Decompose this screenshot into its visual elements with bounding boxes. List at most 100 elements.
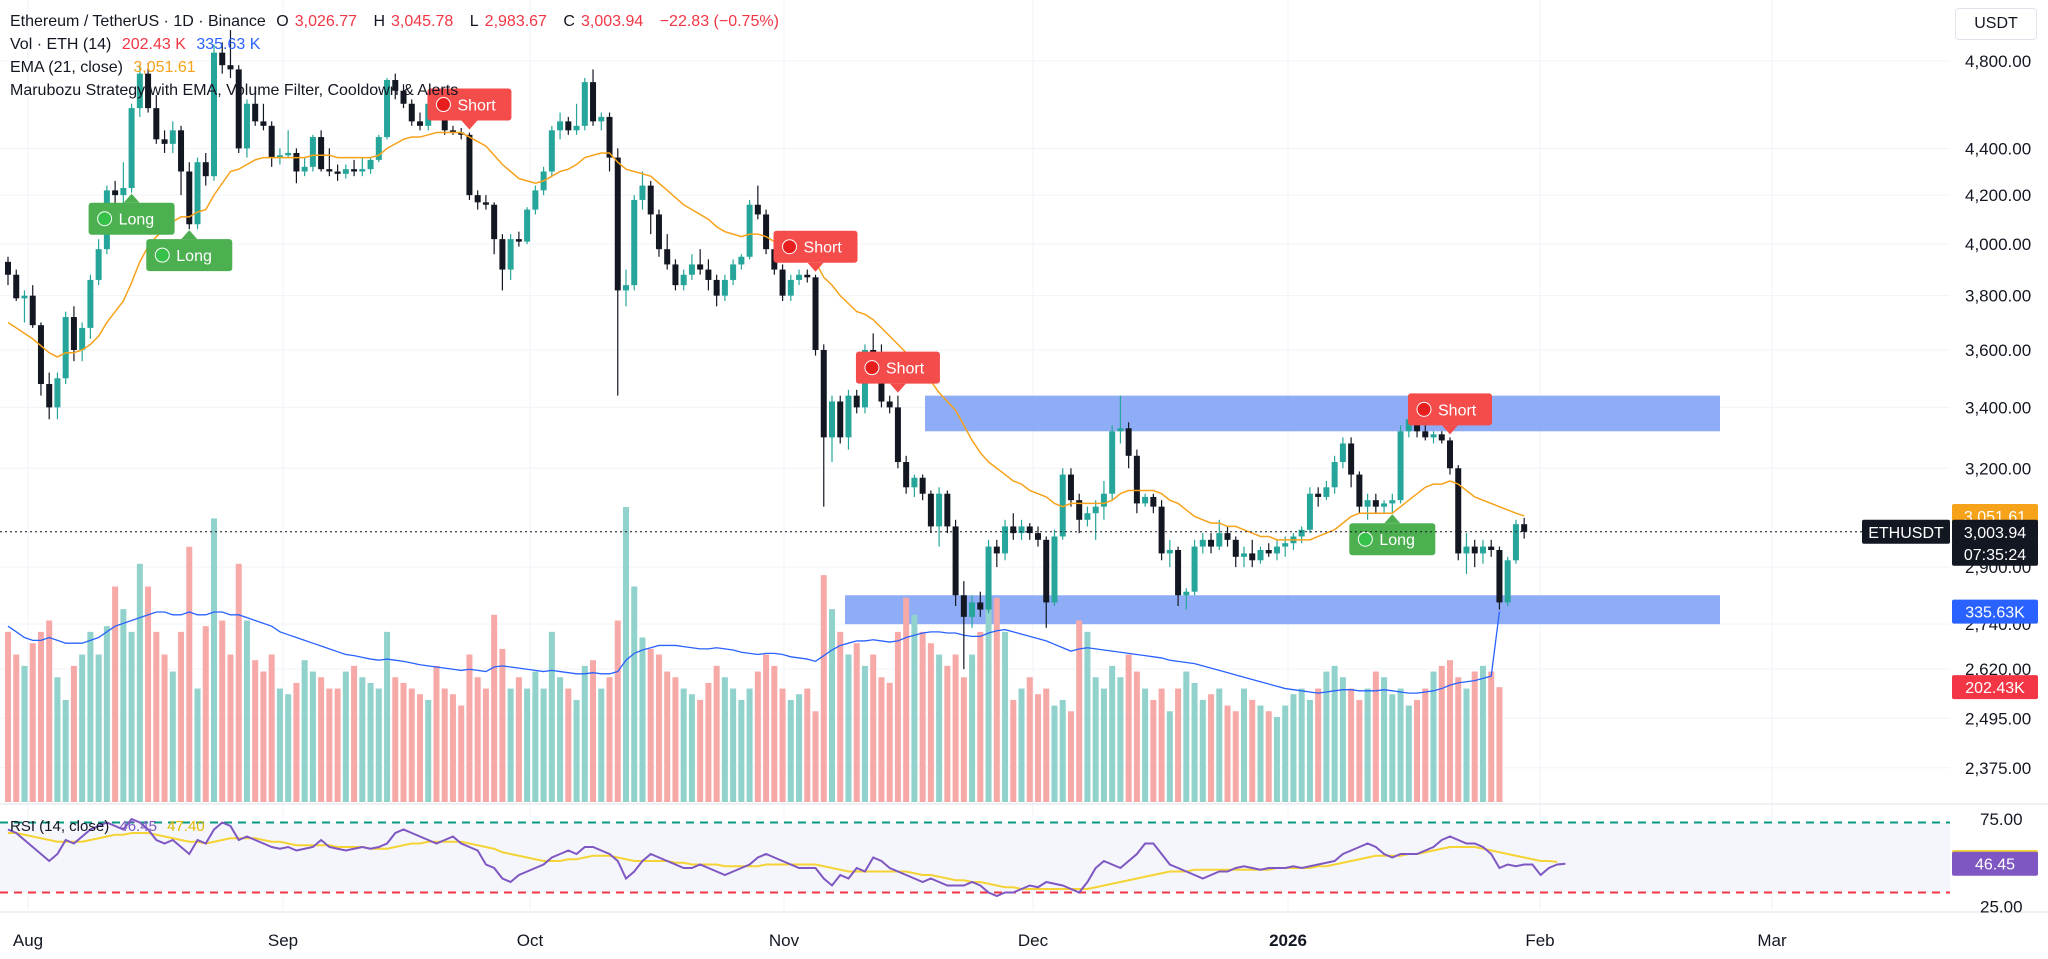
- volume-bar: [688, 694, 695, 802]
- candle-body: [169, 130, 176, 144]
- candle-body: [318, 137, 325, 170]
- volume-bar: [590, 660, 597, 802]
- volume-bar: [1199, 699, 1206, 802]
- volume-bar: [804, 688, 811, 802]
- volume-bar: [672, 677, 679, 802]
- candle-body: [911, 477, 918, 488]
- volume-bar: [95, 654, 102, 802]
- strategy-legend[interactable]: Marubozu Strategy with EMA, Volume Filte…: [10, 81, 464, 101]
- zone-support: [845, 595, 1720, 625]
- ohlc-close: C 3,003.94: [563, 13, 644, 30]
- strategy-label: Marubozu Strategy with EMA, Volume Filte…: [10, 82, 459, 99]
- volume-bar: [515, 677, 522, 802]
- volume-bar: [1208, 694, 1215, 802]
- volume-bar: [120, 609, 127, 802]
- candle-body: [13, 274, 20, 299]
- candle-body: [631, 199, 638, 286]
- candle-body: [688, 264, 695, 275]
- volume-bar: [1306, 699, 1313, 802]
- candle-body: [557, 121, 564, 131]
- candle-body: [927, 493, 934, 527]
- rsi-ma-value: 47.40: [167, 818, 205, 835]
- candle-body: [1315, 493, 1322, 497]
- volume-bar: [1216, 688, 1223, 802]
- candle-body: [1455, 468, 1462, 554]
- candle-body: [1084, 513, 1091, 520]
- rsi-tag: 46.45: [1975, 857, 2015, 874]
- candle-body: [293, 152, 300, 172]
- candle-body: [384, 80, 391, 138]
- ohlc-open: O 3,026.77: [276, 13, 358, 30]
- rsi-legend[interactable]: RSI (14, close) 46.45 47.40: [10, 817, 211, 837]
- candle-body: [1076, 500, 1083, 520]
- volume-bar: [1100, 688, 1107, 802]
- volume-bar: [1067, 711, 1074, 802]
- signal-box: [773, 230, 858, 263]
- candle-body: [1381, 503, 1388, 507]
- candle-body: [713, 279, 720, 296]
- price-tick-label: 2,375.00: [1965, 759, 2031, 778]
- candle-body: [886, 401, 893, 408]
- candle-body: [705, 269, 712, 280]
- volume-bar: [334, 688, 341, 802]
- signal-box: [146, 239, 233, 272]
- candle-body: [1488, 546, 1495, 550]
- volume-bar: [960, 677, 967, 802]
- candle-body: [1521, 524, 1528, 532]
- volume-bar: [1183, 671, 1190, 802]
- candle-body: [309, 137, 316, 167]
- signal-pointer: [123, 193, 140, 203]
- volume-bar: [730, 688, 737, 802]
- signal-short: Short: [855, 351, 940, 393]
- candle-body: [1067, 474, 1074, 501]
- candle-body: [944, 493, 951, 527]
- volume-bar: [713, 665, 720, 802]
- volume-bar: [565, 688, 572, 802]
- volume-bar: [1249, 699, 1256, 802]
- volume-bar: [820, 575, 827, 802]
- volume-bar: [359, 677, 366, 802]
- candle-body: [186, 171, 193, 225]
- volume-bar: [1479, 665, 1486, 802]
- candle-body: [375, 137, 382, 160]
- volume-bar: [62, 699, 69, 802]
- volume-bar: [1298, 688, 1305, 802]
- candle-body: [359, 169, 366, 172]
- volume-bar: [318, 677, 325, 802]
- candle-body: [37, 325, 44, 385]
- candle-body: [458, 132, 465, 135]
- signal-label: Long: [1379, 532, 1415, 549]
- volume-bar: [1043, 688, 1050, 802]
- volume-bar: [878, 677, 885, 802]
- candle-body: [70, 317, 77, 350]
- volume-bar: [1142, 688, 1149, 802]
- candle-body: [721, 279, 728, 296]
- candle-body: [606, 116, 613, 158]
- candle-body: [178, 130, 185, 172]
- candle-body: [219, 52, 226, 66]
- volume-bar: [1257, 705, 1264, 802]
- candle-body: [5, 261, 11, 275]
- volume-bar: [219, 620, 226, 802]
- price-tick-label: 4,000.00: [1965, 235, 2031, 254]
- candle-body: [730, 264, 737, 280]
- candle-body: [829, 401, 835, 438]
- volume-bar: [952, 654, 959, 802]
- candle-body: [1166, 549, 1173, 554]
- candle-body: [1504, 560, 1511, 603]
- currency-unit-button[interactable]: USDT: [1955, 8, 2037, 40]
- volume-legend[interactable]: Vol · ETH (14) 202.43 K 335.63 K: [10, 35, 266, 55]
- volume-bar: [738, 699, 745, 802]
- candle-body: [1323, 487, 1330, 497]
- volume-bar: [763, 654, 770, 802]
- candle-body: [1183, 591, 1190, 596]
- ema-legend[interactable]: EMA (21, close) 3,051.61: [10, 58, 202, 78]
- volume-bar: [1331, 665, 1338, 802]
- volume-bar: [1035, 694, 1041, 802]
- candle-body: [697, 264, 704, 270]
- candle-body: [449, 130, 456, 133]
- volume-bar: [705, 682, 712, 802]
- volume-bar: [202, 626, 209, 802]
- ohlc-high: H 3,045.78: [373, 13, 454, 30]
